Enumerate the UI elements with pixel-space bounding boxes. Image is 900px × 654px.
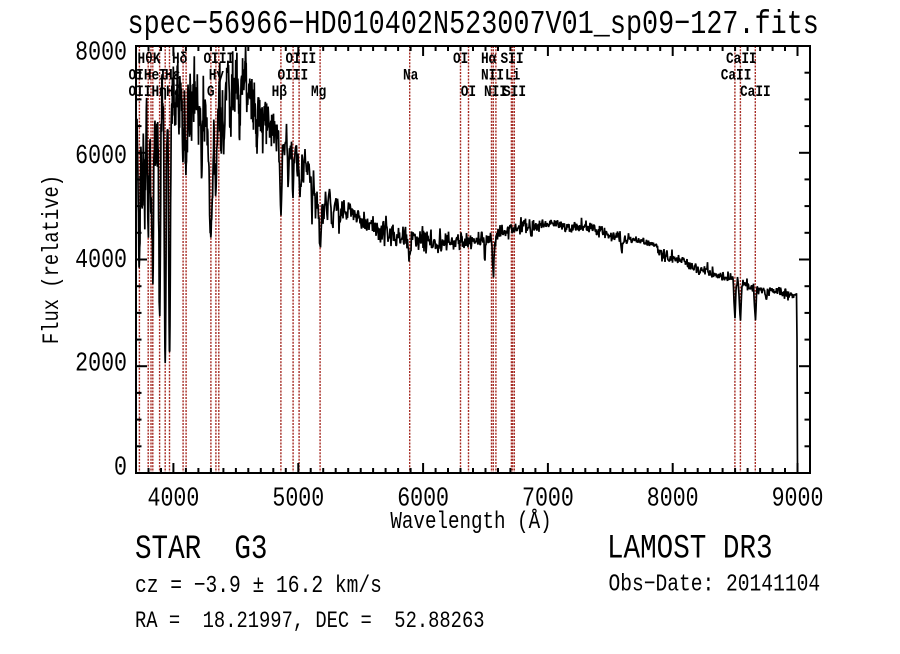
svg-text:cz = −3.9 ± 16.2 km/s: cz = −3.9 ± 16.2 km/s	[135, 572, 382, 600]
svg-text:8000: 8000	[75, 38, 127, 68]
svg-text:Hβ: Hβ	[272, 84, 288, 102]
svg-text:Wavelength (Å): Wavelength (Å)	[390, 507, 551, 536]
svg-text:Hα: Hα	[481, 51, 497, 69]
svg-text:Hγ: Hγ	[209, 67, 225, 85]
svg-text:LAMOST DR3: LAMOST DR3	[607, 530, 773, 569]
svg-text:OIHeI: OIHeI	[129, 67, 167, 85]
svg-text:Hε: Hε	[165, 67, 180, 85]
svg-text:G: G	[207, 84, 215, 102]
svg-text:8000: 8000	[647, 485, 699, 515]
svg-text:Hζ: Hζ	[166, 84, 181, 102]
svg-text:NII: NII	[484, 84, 507, 102]
svg-text:Na: Na	[403, 67, 419, 85]
svg-text:OIII: OIII	[286, 51, 317, 69]
svg-text:6000: 6000	[397, 485, 449, 515]
svg-text:4000: 4000	[75, 246, 127, 276]
svg-text:Mg: Mg	[311, 84, 326, 102]
svg-text:Flux (relative): Flux (relative)	[39, 175, 66, 344]
svg-text:6000: 6000	[75, 142, 127, 172]
svg-text:STAR G3: STAR G3	[135, 530, 267, 569]
svg-text:CaII: CaII	[740, 84, 771, 102]
svg-text:5000: 5000	[272, 485, 324, 515]
svg-text:OIII: OIII	[204, 51, 235, 69]
svg-text:CaII: CaII	[721, 67, 752, 85]
svg-text:Li: Li	[505, 67, 521, 85]
svg-text:Obs−Date: 20141104: Obs−Date: 20141104	[609, 571, 821, 599]
svg-text:HθK: HθK	[138, 51, 161, 69]
svg-text:OIIHη: OIIHη	[129, 84, 167, 102]
svg-text:0: 0	[114, 454, 127, 484]
svg-text:SII: SII	[501, 51, 524, 69]
svg-text:spec−56966−HD010402N523007V01_: spec−56966−HD010402N523007V01_sp09−127.f…	[128, 6, 819, 44]
svg-text:OI: OI	[453, 51, 468, 69]
svg-text:NII: NII	[481, 67, 504, 85]
svg-text:9000: 9000	[772, 485, 824, 515]
svg-text:4000: 4000	[147, 485, 199, 515]
svg-text:OI: OI	[461, 84, 476, 102]
svg-text:2000: 2000	[75, 350, 127, 380]
svg-text:SII: SII	[503, 84, 526, 102]
svg-text:OIII: OIII	[278, 67, 309, 85]
svg-text:RA = 18.21997, DEC = 52.8826: RA = 18.21997, DEC = 52.88263	[135, 608, 485, 635]
svg-text:7000: 7000	[522, 485, 574, 515]
svg-text:CaII: CaII	[726, 51, 757, 69]
svg-text:Hδ: Hδ	[172, 51, 188, 69]
